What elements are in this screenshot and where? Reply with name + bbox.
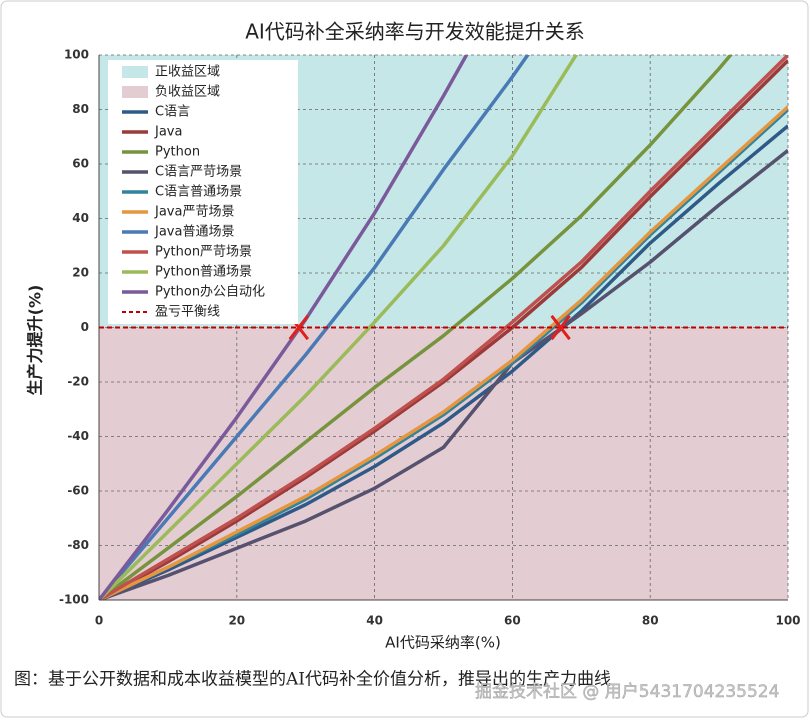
legend-label: Python办公自动化 (155, 285, 265, 300)
chart-title: AI代码补全采纳率与开发效能提升关系 (245, 20, 585, 44)
legend-label: Java (154, 125, 182, 140)
marker-stroke (550, 314, 571, 341)
y-tick-label: 100 (64, 48, 89, 62)
y-tick-label: -20 (67, 375, 89, 389)
legend-label: Python严苛场景 (155, 245, 252, 260)
caption: 图：基于公开数据和成本收益模型的AI代码补全价值分析，推导出的生产力曲线 (14, 670, 611, 690)
legend-label: C语言严苛场景 (155, 165, 242, 180)
x-tick-label: 100 (775, 614, 800, 628)
y-tick-label: -80 (67, 538, 89, 552)
legend-label: Python (155, 145, 200, 160)
y-tick-label: 40 (72, 211, 89, 225)
y-tick-label: -60 (67, 484, 89, 498)
series-line (99, 59, 788, 600)
y-tick-label: -40 (67, 429, 89, 443)
x-tick-label: 60 (504, 614, 521, 628)
legend-label: 盈亏平衡线 (155, 305, 220, 320)
y-tick-label: 0 (81, 320, 89, 334)
series-line (99, 124, 788, 600)
legend-label: C语言普通场景 (155, 185, 242, 200)
y-tick-label: 80 (72, 102, 89, 116)
legend-label: 负收益区域 (155, 85, 220, 100)
y-tick-label: 20 (72, 266, 89, 280)
series-line (99, 55, 530, 600)
series-line (99, 105, 788, 600)
x-tick-label: 80 (642, 614, 659, 628)
series-line (99, 55, 788, 600)
x-tick-label: 40 (366, 614, 383, 628)
x-axis-label: AI代码采纳率(%) (385, 634, 501, 652)
legend-swatch (122, 86, 148, 98)
legend-label: Python普通场景 (155, 265, 252, 280)
series-line (99, 149, 788, 600)
legend-label: Java严苛场景 (154, 205, 234, 220)
y-axis-label: 生产力提升(%) (26, 285, 45, 396)
x-tick-label: 0 (95, 614, 103, 628)
series-line (99, 55, 579, 600)
legend-label: Java普通场景 (154, 225, 234, 240)
legend-label: C语言 (155, 105, 190, 120)
marker-stroke (288, 314, 309, 341)
breakeven-marker (550, 314, 571, 341)
legend-label: 正收益区域 (155, 65, 220, 80)
legend-swatch (122, 66, 148, 78)
series-line (99, 55, 733, 600)
y-tick-label: -100 (59, 593, 89, 607)
watermark: 掘金技术社区 @ 用户5431704235524 (475, 682, 779, 702)
y-tick-label: 60 (72, 157, 89, 171)
x-tick-label: 20 (228, 614, 245, 628)
